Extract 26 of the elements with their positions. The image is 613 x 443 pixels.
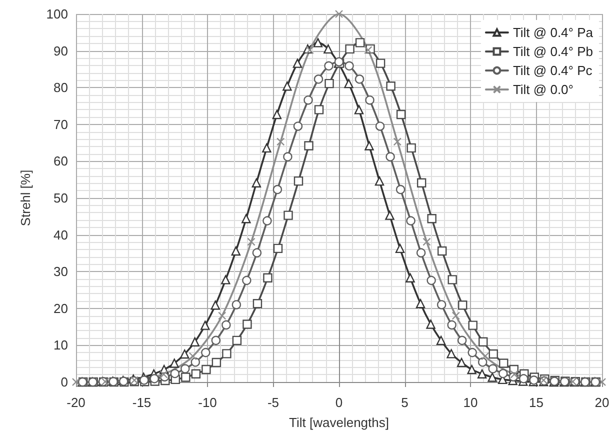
y-axis-title: Strehl [%] xyxy=(18,170,33,226)
y-tick-label: 70 xyxy=(54,116,68,132)
x-tick-label: 0 xyxy=(335,395,343,410)
y-tick-label: 0 xyxy=(60,374,68,390)
x-tick-label: 20 xyxy=(594,395,610,410)
y-tick-label: 80 xyxy=(54,80,68,96)
y-tick-label: 10 xyxy=(54,338,68,353)
x-axis-title: Tilt [wavelengths] xyxy=(289,415,389,430)
legend-label: Tilt @ 0.4° Pc xyxy=(512,63,593,78)
y-tick-label: 40 xyxy=(54,227,68,242)
x-tick-label: 15 xyxy=(529,395,544,410)
x-tick-label: -15 xyxy=(132,395,152,410)
y-tick-label: 30 xyxy=(54,264,68,280)
legend-label: Tilt @ 0.4° Pb xyxy=(512,44,594,59)
y-tick-label: 20 xyxy=(54,300,68,316)
legend-label: Tilt @ 0.0° xyxy=(512,82,574,97)
x-tick-label: 5 xyxy=(401,395,408,410)
x-tick-label: 10 xyxy=(463,395,478,410)
x-tick-label: -5 xyxy=(267,395,280,410)
y-tick-label: 60 xyxy=(54,154,68,169)
x-tick-label: -20 xyxy=(66,395,86,410)
y-tick-label: 100 xyxy=(46,6,68,22)
y-tick-label: 90 xyxy=(54,43,68,58)
y-tick-label: 50 xyxy=(54,190,68,206)
x-tick-label: -10 xyxy=(198,395,217,410)
legend-label: Tilt @ 0.4° Pa xyxy=(512,25,594,40)
